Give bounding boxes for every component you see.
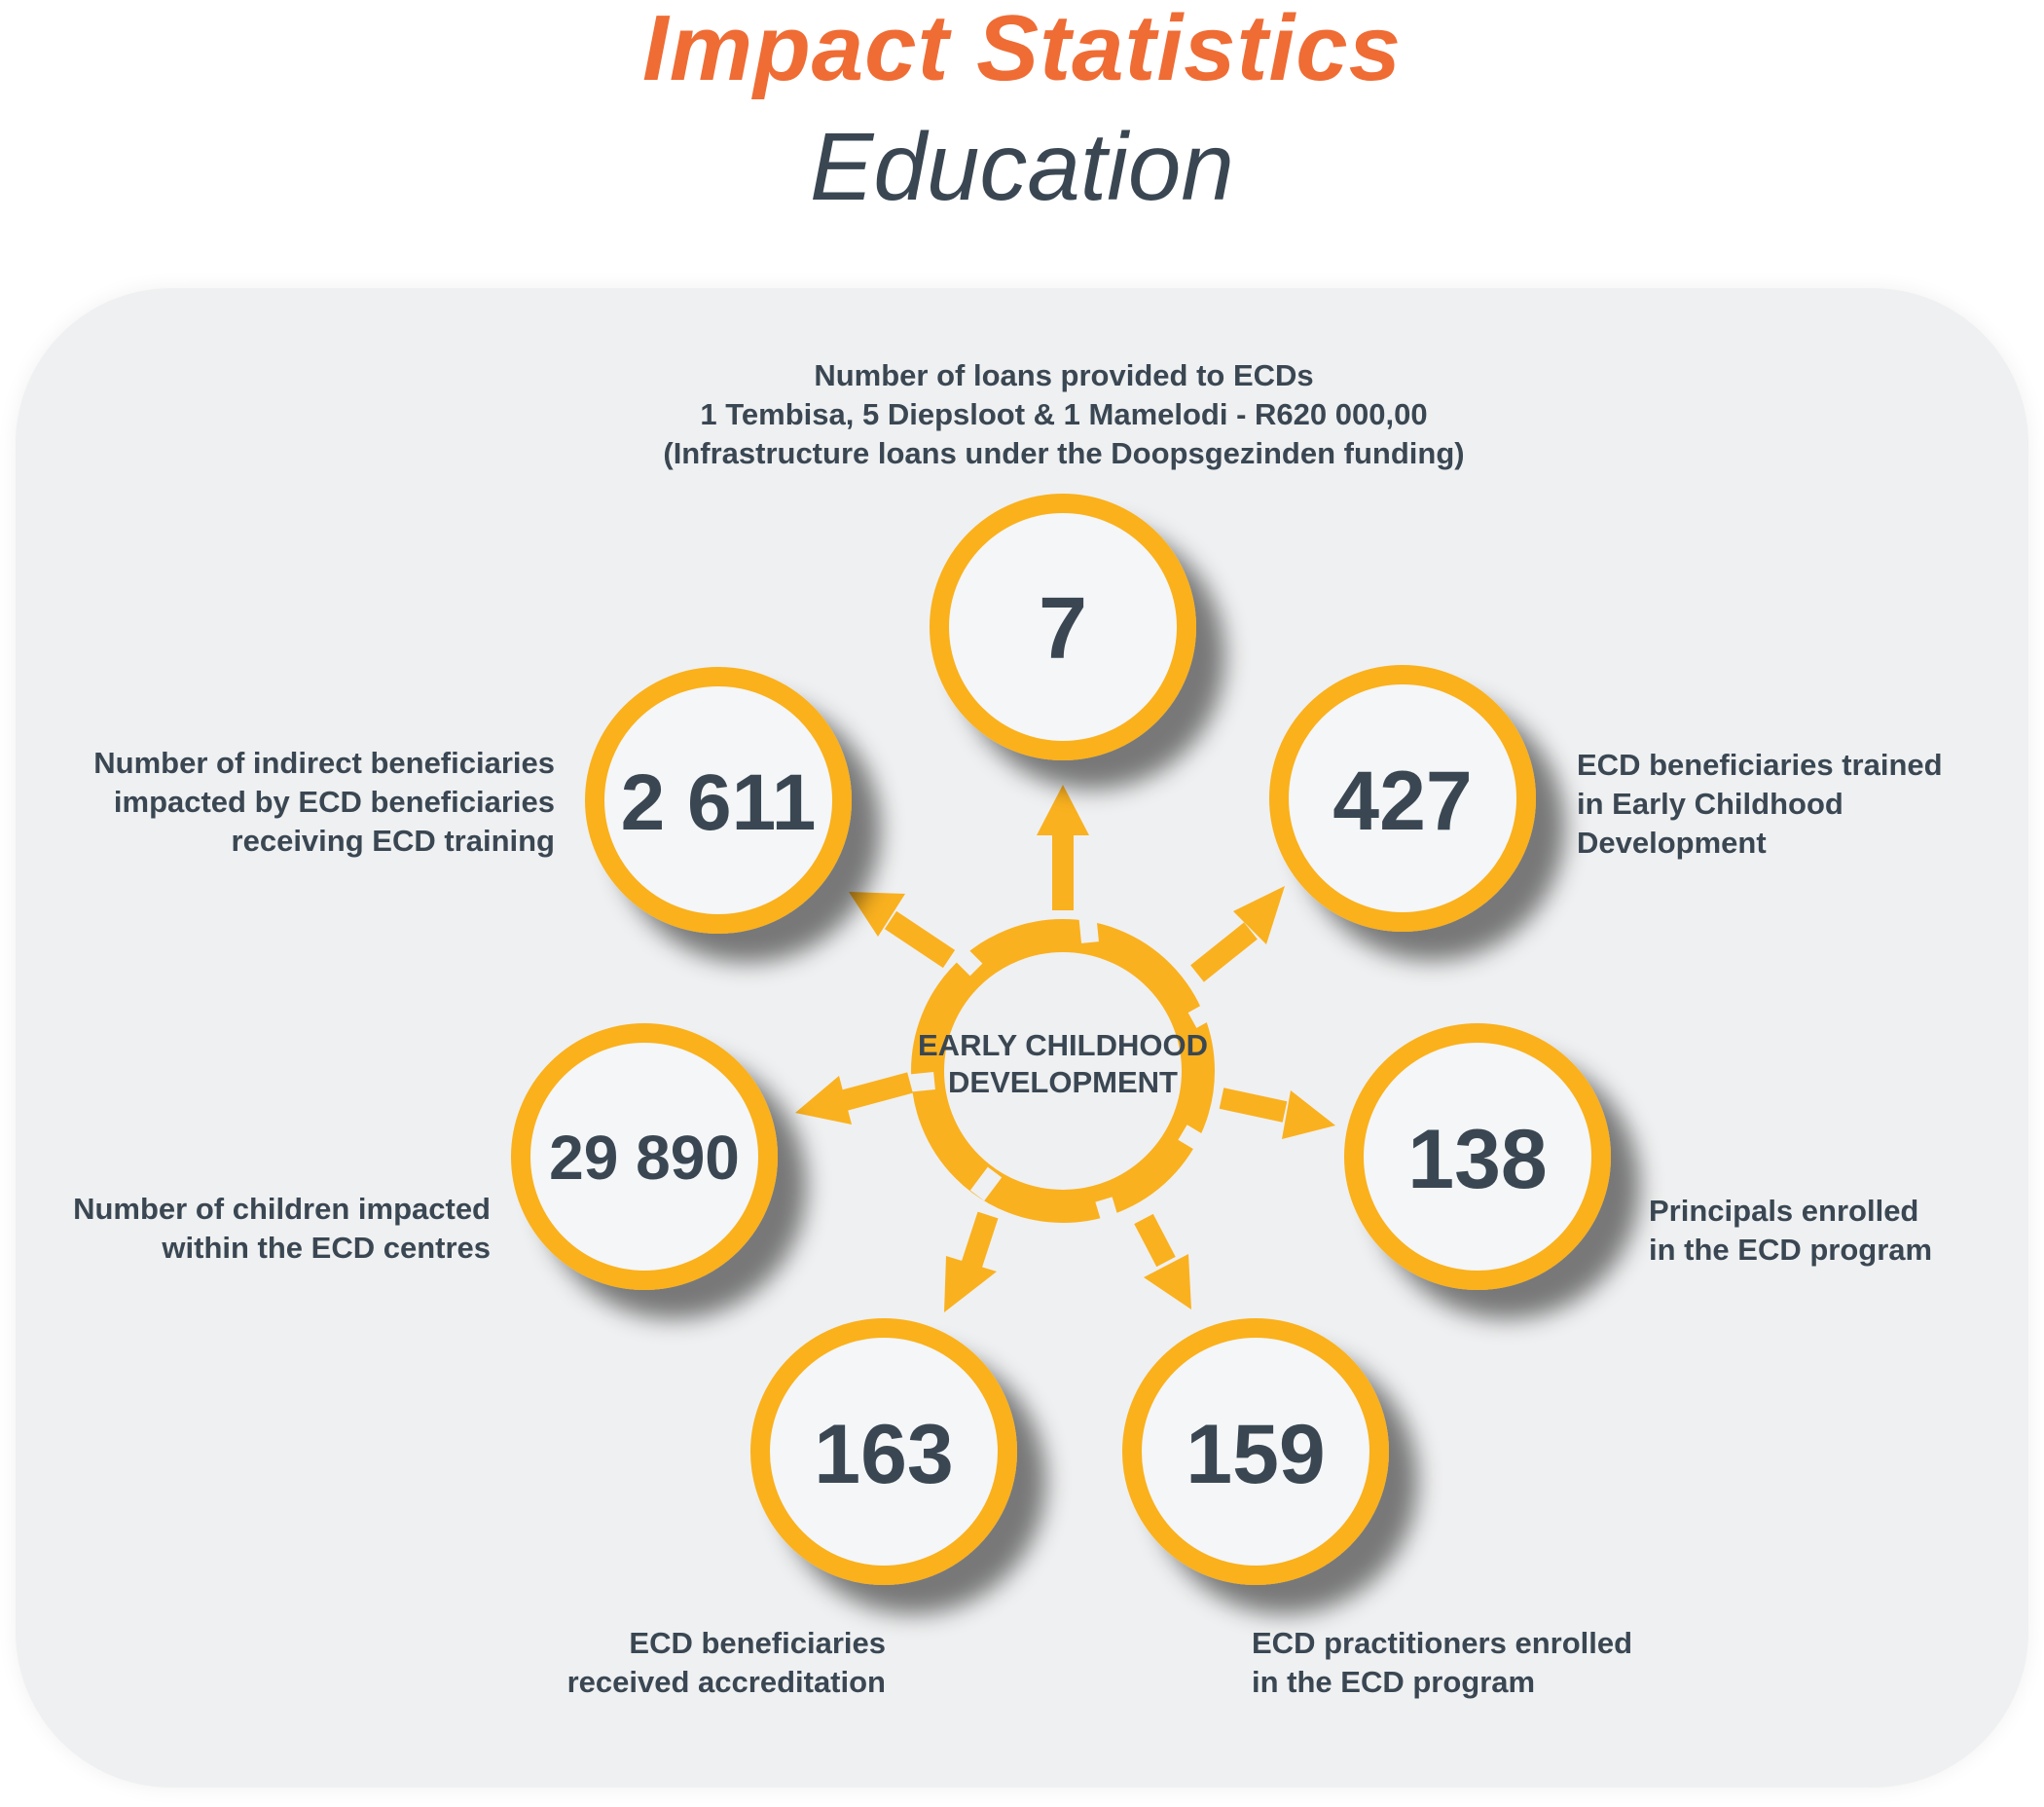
stat-value-principals: 138 <box>1407 1113 1548 1206</box>
stat-label-indirect: Number of indirect beneficiaries impacte… <box>93 744 555 861</box>
center-title-line1: EARLY CHILDHOOD <box>918 1028 1208 1062</box>
arrow-to-principals <box>1219 1088 1335 1139</box>
stat-label-line: Number of loans provided to ECDs <box>814 358 1314 392</box>
arrow-to-loans <box>1037 785 1089 910</box>
arrow-to-children <box>795 1072 913 1125</box>
stat-value-trained: 427 <box>1332 755 1473 848</box>
stat-circle-accreditation <box>750 1318 1017 1585</box>
stat-label-practitioners: ECD practitioners enrolled in the ECD pr… <box>1252 1624 1632 1702</box>
stat-label-accreditation: ECD beneficiaries received accreditation <box>567 1624 886 1702</box>
stat-label-line: in the ECD program <box>1649 1233 1933 1267</box>
stat-label-line: ECD beneficiaries <box>629 1626 886 1660</box>
stat-label-children: Number of children impacted within the E… <box>73 1190 491 1268</box>
stat-value-children: 29 890 <box>549 1123 740 1193</box>
stat-label-line: ECD practitioners enrolled <box>1252 1626 1633 1660</box>
stat-circle-children <box>511 1023 778 1290</box>
page-title: Impact Statistics <box>642 0 1402 100</box>
arrow-to-indirect <box>849 892 956 969</box>
stat-value-indirect: 2 611 <box>621 758 817 847</box>
stat-circle-practitioners <box>1122 1318 1389 1585</box>
stat-label-line: Principals enrolled <box>1649 1194 1919 1228</box>
stat-label-line: 1 Tembisa, 5 Diepsloot & 1 Mamelodi - R6… <box>700 397 1428 431</box>
stat-value-practitioners: 159 <box>1186 1408 1326 1501</box>
stat-circle-indirect <box>585 667 852 934</box>
stat-circle-loans <box>930 494 1196 760</box>
stat-label-line: within the ECD centres <box>162 1231 491 1265</box>
arrow-to-trained <box>1190 886 1285 982</box>
stat-label-line: receiving ECD training <box>231 824 555 858</box>
stat-label-loans: Number of loans provided to ECDs 1 Tembi… <box>0 356 2044 473</box>
center-ring <box>904 912 1223 1232</box>
stat-label-line: Number of indirect beneficiaries <box>93 746 555 780</box>
arrow-to-accreditation <box>944 1211 999 1312</box>
arrow-to-practitioners <box>1134 1213 1191 1309</box>
stat-label-line: received accreditation <box>566 1665 886 1699</box>
stat-circle-principals <box>1344 1023 1611 1290</box>
stat-label-line: (Infrastructure loans under the Doopsgez… <box>663 436 1465 470</box>
center-title-line2: DEVELOPMENT <box>948 1065 1178 1099</box>
stat-label-line: in the ECD program <box>1252 1665 1536 1699</box>
stat-label-principals: Principals enrolled in the ECD program <box>1649 1192 1932 1270</box>
stat-label-trained: ECD beneficiaries trained in Early Child… <box>1577 746 1943 863</box>
stat-value-loans: 7 <box>1039 580 1087 678</box>
stat-label-line: ECD beneficiaries trained <box>1577 748 1943 782</box>
page-subtitle: Education <box>810 113 1234 220</box>
stat-label-line: Number of children impacted <box>73 1192 491 1226</box>
stat-label-line: in Early Childhood <box>1577 787 1843 821</box>
stat-label-line: impacted by ECD beneficiaries <box>113 785 555 819</box>
stat-label-line: Development <box>1577 826 1767 860</box>
stat-value-accreditation: 163 <box>814 1408 954 1501</box>
stat-circle-trained <box>1269 665 1536 932</box>
